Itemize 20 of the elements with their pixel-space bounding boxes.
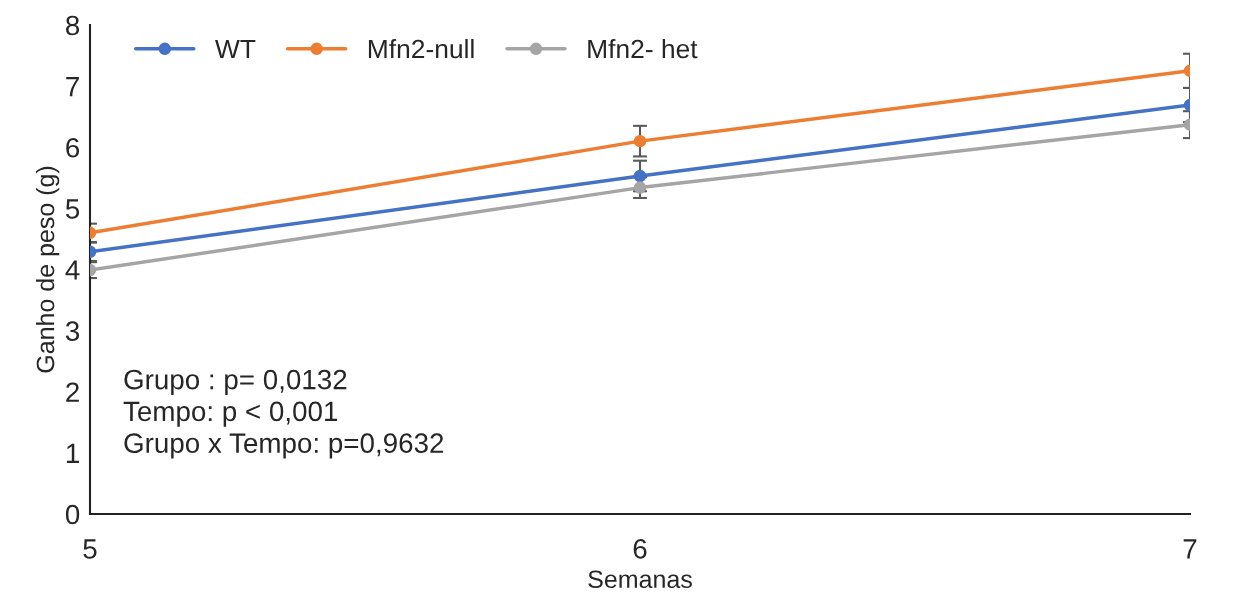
- y-tick-label: 6: [66, 137, 80, 158]
- y-tick-label: 4: [65, 260, 80, 280]
- x-tick-label: 5: [83, 539, 97, 559]
- y-tick-label: 1: [66, 443, 79, 463]
- x-axis-title: Semanas: [588, 570, 692, 589]
- y-tick-label: 5: [65, 199, 80, 219]
- legend-label: Mfn2- het: [588, 38, 698, 59]
- y-tick-label: 3: [65, 321, 80, 341]
- legend-label: WT: [215, 39, 256, 59]
- y-tick-label: 0: [65, 504, 80, 525]
- y-tick-label: 2: [66, 382, 79, 402]
- x-tick-label: 6: [633, 539, 647, 559]
- y-axis-title: Ganho de peso (g): [35, 166, 60, 373]
- annotation: Tempo: p < 0,001: [123, 401, 338, 427]
- y-tick-label: 8: [66, 15, 80, 36]
- annotation: Grupo x Tempo: p=0,9632: [124, 433, 444, 459]
- annotation: Grupo : p= 0,0132: [124, 369, 347, 395]
- x-tick-label: 7: [1183, 539, 1197, 559]
- legend-label: Mfn2-null: [368, 38, 474, 59]
- y-tick-label: 7: [66, 77, 79, 97]
